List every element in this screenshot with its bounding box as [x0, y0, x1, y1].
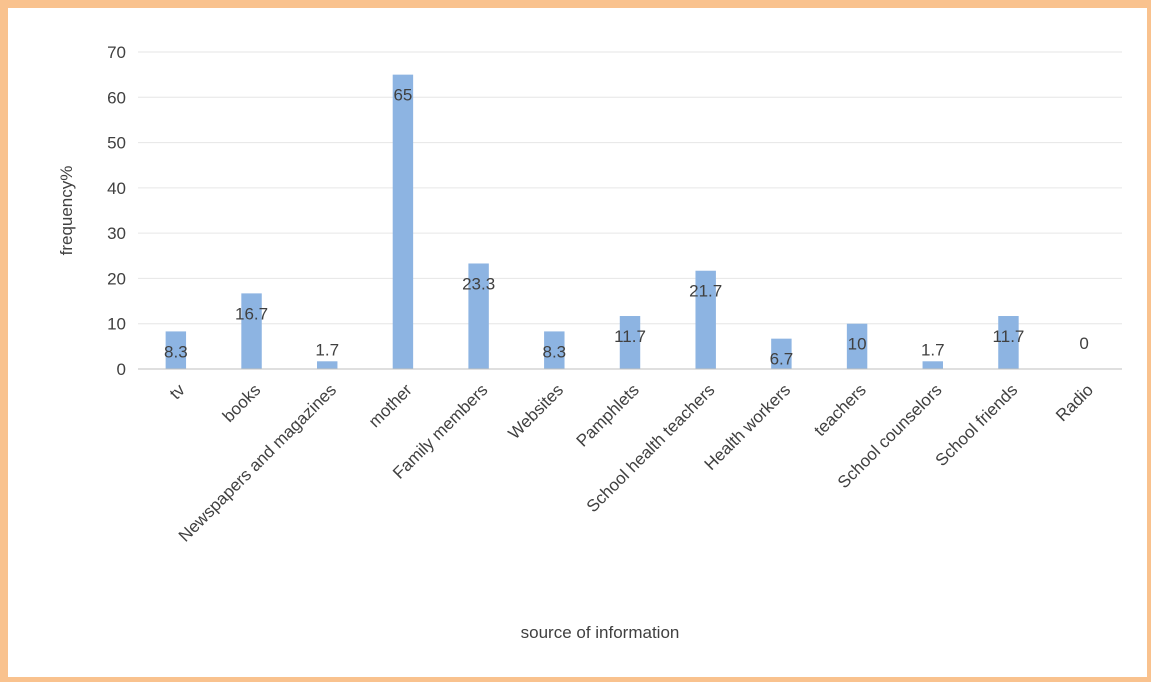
- x-category-label: teachers: [810, 380, 870, 440]
- bars: [165, 74, 1019, 370]
- bar: [922, 361, 943, 369]
- y-tick-label: 10: [107, 315, 126, 334]
- y-tick-label: 70: [107, 43, 126, 62]
- bar: [544, 331, 565, 369]
- bar: [695, 270, 716, 369]
- y-tick-label: 50: [107, 134, 126, 153]
- y-tick-label: 60: [107, 88, 126, 107]
- x-category-label: School health teachers: [583, 380, 719, 516]
- y-axis-title: frequency%: [57, 166, 76, 256]
- bar: [241, 293, 262, 369]
- data-label: 21.7: [689, 282, 722, 301]
- y-tick-label: 30: [107, 224, 126, 243]
- data-label: 6.7: [770, 350, 794, 369]
- x-category-label: Websites: [504, 380, 567, 443]
- data-label: 1.7: [921, 340, 945, 359]
- x-axis-title: source of information: [521, 623, 680, 642]
- x-category-label: mother: [365, 380, 416, 431]
- bar: [468, 263, 489, 369]
- bar: [998, 316, 1019, 369]
- y-axis-ticks: 0 10 20 30 40 50 60 70: [107, 43, 126, 379]
- data-label: 11.7: [993, 327, 1025, 346]
- x-category-label: books: [219, 380, 265, 426]
- gridlines: [138, 51, 1122, 325]
- data-label: 10: [848, 335, 867, 354]
- x-category-label: tv: [166, 380, 189, 403]
- data-label: 16.7: [235, 304, 268, 323]
- y-tick-label: 20: [107, 269, 126, 288]
- bar: [317, 361, 338, 369]
- data-labels: 8.3 16.7 1.7 65 23.3 8.3 11.7 21.7 6.7 10 1.7 11.7 0: [164, 86, 1089, 369]
- data-label: 8.3: [542, 342, 566, 361]
- y-tick-label: 40: [107, 179, 126, 198]
- bar: [392, 74, 414, 370]
- data-label: 1.7: [315, 340, 339, 359]
- data-label: 8.3: [164, 342, 188, 361]
- bar: [846, 323, 868, 369]
- data-label: 23.3: [462, 274, 495, 293]
- data-label: 65: [393, 86, 412, 105]
- data-label: 0: [1079, 334, 1088, 353]
- x-category-label: Pamphlets: [573, 380, 643, 450]
- y-tick-label: 0: [117, 360, 126, 379]
- data-label: 11.7: [614, 327, 646, 346]
- x-category-label: Newspapers and magazines: [175, 380, 340, 545]
- x-category-label: Radio: [1052, 380, 1097, 425]
- bar: [165, 331, 187, 369]
- bar: [771, 338, 792, 369]
- bar: [619, 316, 641, 369]
